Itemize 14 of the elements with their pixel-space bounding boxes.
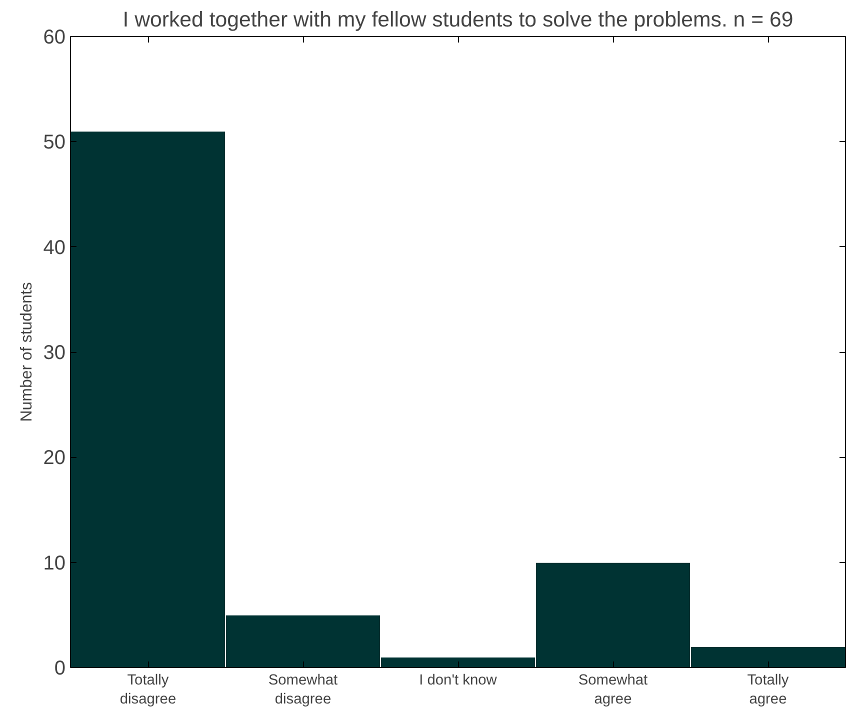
y-tick-label: 50 (43, 132, 66, 154)
y-tick-label: 0 (54, 658, 66, 680)
x-tick-label: Totally disagree (120, 672, 176, 708)
y-tick-label: 40 (43, 236, 66, 259)
x-tick-label: Totally agree (747, 672, 790, 708)
y-tick-label: 30 (43, 342, 66, 364)
x-tick-label: Somewhat agree (578, 672, 648, 708)
y-tick-label: 20 (43, 447, 66, 470)
y-axis-title: Number of students (18, 282, 36, 422)
chart-title: I worked together with my fellow students to solve the problems. n = 69 (122, 8, 794, 32)
y-tick-label: 60 (43, 26, 66, 48)
y-tick-label: 10 (43, 552, 66, 574)
x-tick-label: I don't know (419, 672, 498, 688)
x-tick-label: Somewhat disagree (268, 672, 338, 708)
